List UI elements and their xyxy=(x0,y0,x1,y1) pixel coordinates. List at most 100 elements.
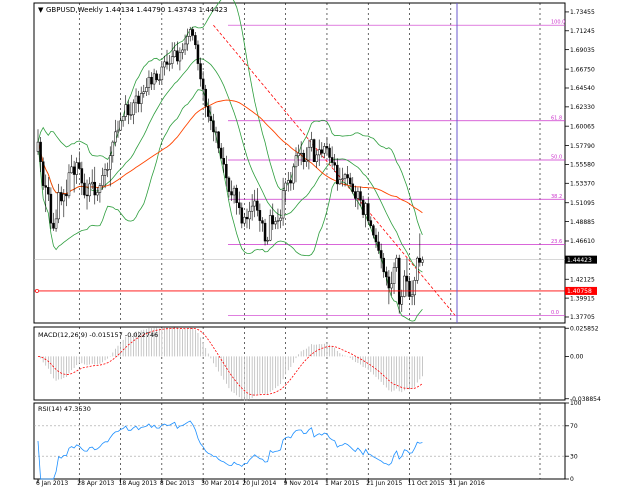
price-tick-label: 1.51095 xyxy=(570,200,595,207)
candle-body xyxy=(253,200,256,207)
candle-body xyxy=(204,88,207,107)
candle-body xyxy=(134,95,138,104)
candle-body xyxy=(323,146,326,154)
candle-body xyxy=(116,129,120,133)
candle-body xyxy=(356,191,360,199)
candle-body xyxy=(194,35,197,46)
candle-body xyxy=(178,52,182,62)
candle-body xyxy=(176,50,179,62)
price-axis: 1.73455 1.71245 1.69035 1.66750 1.64540 1.623… xyxy=(565,9,597,321)
time-label: 21 Jun 2015 xyxy=(366,480,402,487)
candle-body xyxy=(181,49,184,53)
candle-body xyxy=(421,259,424,263)
candle-body xyxy=(307,146,311,161)
candle-body xyxy=(57,192,60,220)
candle-body xyxy=(390,283,393,289)
rsi-tick-label: 70 xyxy=(570,423,578,430)
candle-body xyxy=(351,183,355,192)
candle-body xyxy=(199,63,202,80)
rsi-panel xyxy=(33,402,566,480)
candle-body xyxy=(186,36,189,45)
horizontal-line-anchor[interactable] xyxy=(35,288,39,293)
current-price-label: 1.44423 xyxy=(567,257,592,264)
candle-body xyxy=(106,169,109,171)
fib-trend-line[interactable] xyxy=(213,24,456,316)
price-tick-label: 1.46610 xyxy=(570,238,595,245)
candle-body xyxy=(52,222,55,229)
candle-body xyxy=(256,200,259,211)
candle-body xyxy=(408,280,411,297)
candle-body xyxy=(359,191,362,201)
candle-body xyxy=(168,63,171,65)
rsi-indicator: 100 70 30 0 xyxy=(34,400,582,483)
rsi-tick-label: 0 xyxy=(570,476,574,483)
candle-body xyxy=(129,114,133,116)
candle-body xyxy=(59,192,63,202)
candle-body xyxy=(302,152,305,162)
candle-body xyxy=(297,152,300,156)
candle-body xyxy=(325,146,329,149)
candle-body xyxy=(315,154,318,162)
candle-body xyxy=(263,222,267,242)
candle-body xyxy=(114,131,117,143)
time-label: 18 Aug 2013 xyxy=(119,480,158,487)
candle-body xyxy=(385,271,388,278)
candle-body xyxy=(44,185,47,188)
candle-body xyxy=(235,187,238,203)
chart-title-arrow[interactable]: ▼ xyxy=(38,6,44,14)
candle-body xyxy=(346,174,349,179)
moving-average xyxy=(37,99,423,214)
candle-body xyxy=(416,257,419,281)
candle-body xyxy=(103,169,107,176)
candle-body xyxy=(343,174,347,180)
candle-body xyxy=(160,66,164,81)
macd-tick-label: -0.038854 xyxy=(570,396,601,403)
candle-body xyxy=(279,217,282,221)
candle-body xyxy=(142,91,146,94)
candle-body xyxy=(413,280,416,296)
candle-body xyxy=(225,164,228,179)
price-tick-label: 1.42125 xyxy=(570,276,595,283)
candle-body xyxy=(207,106,210,117)
rsi-title: RSI(14) 47.3530 xyxy=(38,405,91,413)
candle-body xyxy=(292,166,295,184)
candle-body xyxy=(397,257,401,305)
candle-body xyxy=(80,168,84,184)
rsi-tick-label: 30 xyxy=(570,453,578,460)
candle-body xyxy=(173,50,176,58)
main-title: GBPUSD,Weekly 1.44134 1.44790 1.43743 1.… xyxy=(46,6,228,14)
drawn-lines[interactable]: 1.40758 xyxy=(34,3,597,323)
candle-body xyxy=(364,203,367,215)
candle-body xyxy=(65,193,68,197)
candle-body xyxy=(243,216,246,224)
fib-level-label: 38.2 xyxy=(551,194,562,200)
candle-body xyxy=(39,141,42,162)
candle-body xyxy=(287,180,290,184)
candle-body xyxy=(191,29,195,36)
candle-body xyxy=(47,187,50,195)
macd-indicator: 0.025852 0.00 -0.038854 xyxy=(37,325,601,403)
fibonacci-retracement[interactable]: 100.0 61.8 50.0 38.2 23.6 0.0 xyxy=(213,20,565,316)
candle-body xyxy=(188,29,192,37)
candle-body xyxy=(62,193,66,202)
candle-body xyxy=(201,78,205,90)
macd-tick-label: 0.00 xyxy=(570,354,584,361)
candle-body xyxy=(212,120,215,133)
price-tick-label: 1.60065 xyxy=(570,123,595,130)
candle-body xyxy=(70,166,73,174)
candle-body xyxy=(299,152,303,155)
candle-body xyxy=(382,257,385,273)
price-tick-label: 1.57790 xyxy=(570,143,595,150)
fib-level-label: 100.0 xyxy=(551,20,565,26)
candle-body xyxy=(261,220,264,224)
candle-body xyxy=(336,164,339,185)
bollinger-upper xyxy=(37,0,423,236)
bollinger-lower xyxy=(37,89,423,322)
candle-body xyxy=(294,155,298,168)
time-label: 28 Apr 2013 xyxy=(77,480,114,487)
price-tick-label: 1.55580 xyxy=(570,162,595,169)
candlesticks xyxy=(36,26,424,314)
candle-body xyxy=(341,178,344,180)
